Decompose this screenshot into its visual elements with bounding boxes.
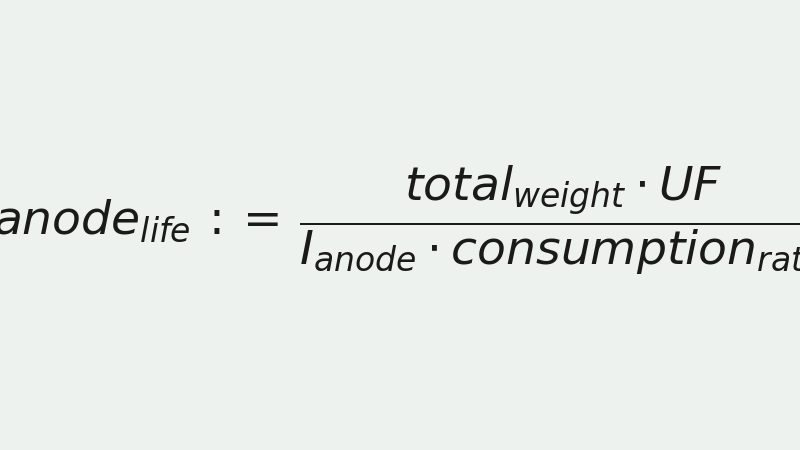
- Text: $\mathit{anode}_{\mathit{life}} \,:=\, \dfrac{\mathit{total}_{\mathit{weight}} \: $\mathit{anode}_{\mathit{life}} \,:=\, \…: [0, 164, 800, 277]
